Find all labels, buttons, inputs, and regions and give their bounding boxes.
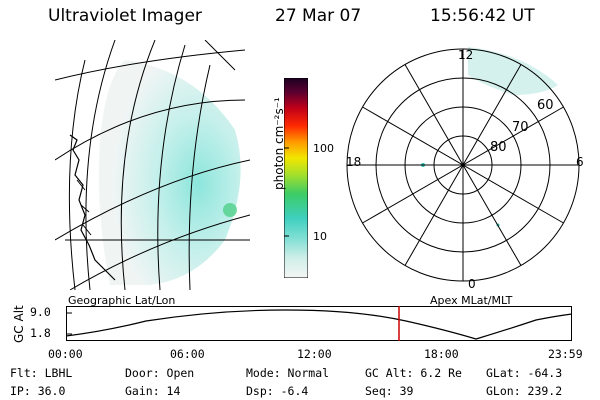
geographic-map-label: Geographic Lat/Lon	[68, 294, 176, 307]
status-dsp: Dsp: -6.4	[246, 384, 309, 398]
altitude-ytick-9: 9.0	[30, 305, 51, 319]
status-glon: GLon: 239.2	[486, 384, 563, 398]
polar-uv-emission	[468, 47, 558, 95]
status-mode: Mode: Normal	[246, 366, 330, 380]
geographic-map	[55, 40, 250, 290]
polar-map-label: Apex MLat/MLT	[430, 294, 513, 307]
altitude-ytick-1-8: 1.8	[30, 326, 51, 340]
mlat-label-80: 80	[490, 140, 507, 155]
polar-mlat-mlt-plot	[346, 47, 580, 282]
mlat-label-60: 60	[537, 98, 554, 113]
status-gain: Gain: 14	[125, 384, 181, 398]
colorbar	[284, 78, 308, 278]
xtick-2359: 23:59	[548, 347, 583, 361]
status-glat: GLat: -64.3	[486, 366, 563, 380]
colorbar-unit-label: photon cm⁻²s⁻¹	[272, 97, 286, 190]
date-label: 27 Mar 07	[275, 6, 362, 26]
mlt-label-12: 12	[458, 48, 474, 62]
xtick-0600: 06:00	[170, 347, 205, 361]
xtick-0000: 00:00	[48, 347, 83, 361]
coastline	[69, 134, 116, 281]
status-seq: Seq: 39	[365, 384, 414, 398]
status-filter: Flt: LBHL	[10, 366, 73, 380]
altitude-plot	[66, 306, 573, 341]
xtick-1200: 12:00	[297, 347, 332, 361]
status-gc-alt: GC Alt: 6.2 Re	[365, 366, 462, 380]
uv-emission-region	[98, 60, 241, 285]
mlt-label-18: 18	[346, 155, 362, 169]
colorbar-tick-10: 10	[313, 230, 327, 243]
mlat-label-70: 70	[512, 120, 529, 135]
time-label: 15:56:42 UT	[430, 6, 535, 26]
status-ip: IP: 36.0	[10, 384, 66, 398]
status-door: Door: Open	[125, 366, 195, 380]
altitude-ylabel: GC Alt	[12, 305, 26, 343]
mlt-label-0: 0	[468, 277, 476, 291]
xtick-1800: 18:00	[424, 347, 459, 361]
colorbar-tick-100: 100	[313, 142, 334, 155]
instrument-title: Ultraviolet Imager	[48, 6, 202, 26]
altitude-curve	[66, 309, 573, 340]
mlt-label-6: 6	[576, 155, 584, 169]
